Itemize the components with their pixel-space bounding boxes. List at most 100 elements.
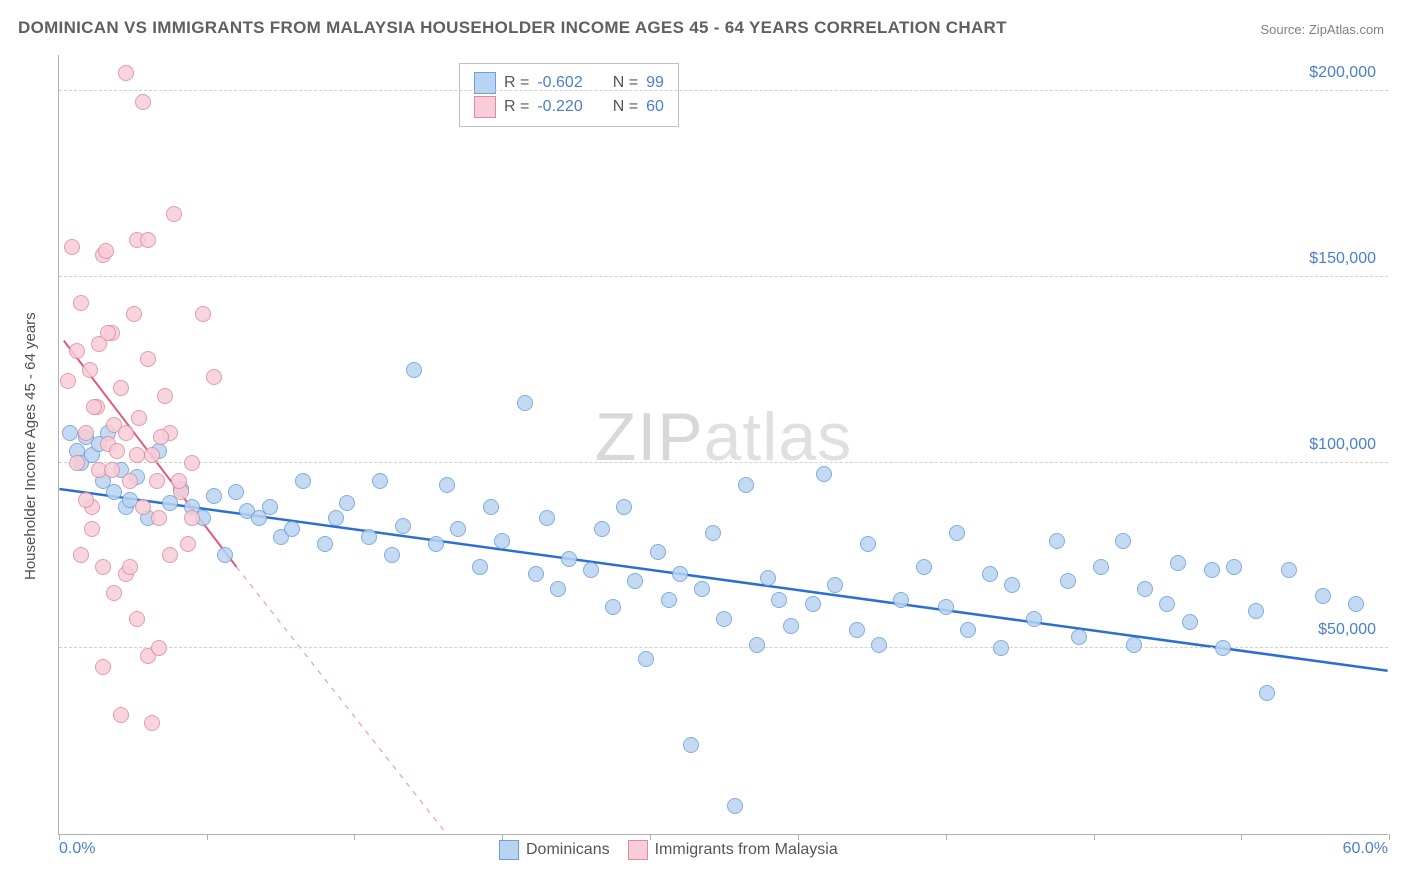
x-tick: [1094, 834, 1095, 840]
data-point: [494, 533, 510, 549]
data-point: [472, 559, 488, 575]
data-point: [262, 499, 278, 515]
data-point: [938, 599, 954, 615]
data-point: [650, 544, 666, 560]
x-tick-label-start: 0.0%: [59, 840, 95, 858]
data-point: [1226, 559, 1242, 575]
x-tick: [1241, 834, 1242, 840]
legend-r-value: -0.220: [537, 98, 582, 116]
data-point: [118, 65, 134, 81]
data-point: [1004, 577, 1020, 593]
data-point: [295, 473, 311, 489]
x-tick: [502, 834, 503, 840]
gridline-horizontal: [59, 647, 1388, 648]
data-point: [135, 499, 151, 515]
data-point: [78, 425, 94, 441]
watermark: ZIPatlas: [595, 398, 852, 476]
data-point: [122, 473, 138, 489]
data-point: [162, 547, 178, 563]
legend-swatch: [474, 96, 496, 118]
x-tick: [798, 834, 799, 840]
data-point: [583, 562, 599, 578]
chart-title: DOMINICAN VS IMMIGRANTS FROM MALAYSIA HO…: [18, 18, 1007, 38]
gridline-horizontal: [59, 462, 1388, 463]
data-point: [86, 399, 102, 415]
data-point: [317, 536, 333, 552]
data-point: [672, 566, 688, 582]
data-point: [91, 336, 107, 352]
data-point: [993, 640, 1009, 656]
data-point: [638, 651, 654, 667]
data-point: [69, 343, 85, 359]
legend-n-label: N =: [613, 98, 638, 116]
data-point: [184, 455, 200, 471]
data-point: [109, 443, 125, 459]
data-point: [78, 492, 94, 508]
data-point: [98, 243, 114, 259]
data-point: [151, 510, 167, 526]
data-point: [284, 521, 300, 537]
data-point: [749, 637, 765, 653]
data-point: [860, 536, 876, 552]
data-point: [893, 592, 909, 608]
data-point: [1060, 573, 1076, 589]
data-point: [661, 592, 677, 608]
legend-item: Immigrants from Malaysia: [628, 840, 838, 860]
data-point: [805, 596, 821, 612]
data-point: [616, 499, 632, 515]
data-point: [1093, 559, 1109, 575]
x-tick: [354, 834, 355, 840]
data-point: [727, 798, 743, 814]
data-point: [1182, 614, 1198, 630]
data-point: [816, 466, 832, 482]
data-point: [594, 521, 610, 537]
data-point: [113, 707, 129, 723]
data-point: [1281, 562, 1297, 578]
data-point: [1159, 596, 1175, 612]
data-point: [166, 206, 182, 222]
data-point: [384, 547, 400, 563]
data-point: [783, 618, 799, 634]
data-point: [95, 559, 111, 575]
data-point: [683, 737, 699, 753]
x-tick: [1389, 834, 1390, 840]
data-point: [228, 484, 244, 500]
y-tick-label: $100,000: [1309, 436, 1376, 454]
data-point: [1315, 588, 1331, 604]
data-point: [605, 599, 621, 615]
data-point: [871, 637, 887, 653]
data-point: [694, 581, 710, 597]
trend-line-dashed: [236, 567, 446, 834]
x-tick-label-end: 60.0%: [1343, 840, 1388, 858]
gridline-horizontal: [59, 90, 1388, 91]
data-point: [960, 622, 976, 638]
data-point: [157, 388, 173, 404]
data-point: [406, 362, 422, 378]
y-tick-label: $150,000: [1309, 250, 1376, 268]
data-point: [140, 351, 156, 367]
data-point: [60, 373, 76, 389]
data-point: [1204, 562, 1220, 578]
series-legend: Dominicans Immigrants from Malaysia: [499, 840, 838, 860]
data-point: [171, 473, 187, 489]
data-point: [129, 611, 145, 627]
data-point: [144, 447, 160, 463]
data-point: [95, 659, 111, 675]
y-tick-label: $50,000: [1318, 621, 1376, 639]
data-point: [144, 715, 160, 731]
gridline-horizontal: [59, 276, 1388, 277]
data-point: [982, 566, 998, 582]
data-point: [131, 410, 147, 426]
legend-item: Dominicans: [499, 840, 610, 860]
data-point: [428, 536, 444, 552]
data-point: [82, 362, 98, 378]
data-point: [827, 577, 843, 593]
data-point: [372, 473, 388, 489]
data-point: [1071, 629, 1087, 645]
data-point: [1170, 555, 1186, 571]
data-point: [1126, 637, 1142, 653]
data-point: [184, 510, 200, 526]
source-attribution: Source: ZipAtlas.com: [1260, 22, 1384, 37]
data-point: [395, 518, 411, 534]
data-point: [180, 536, 196, 552]
